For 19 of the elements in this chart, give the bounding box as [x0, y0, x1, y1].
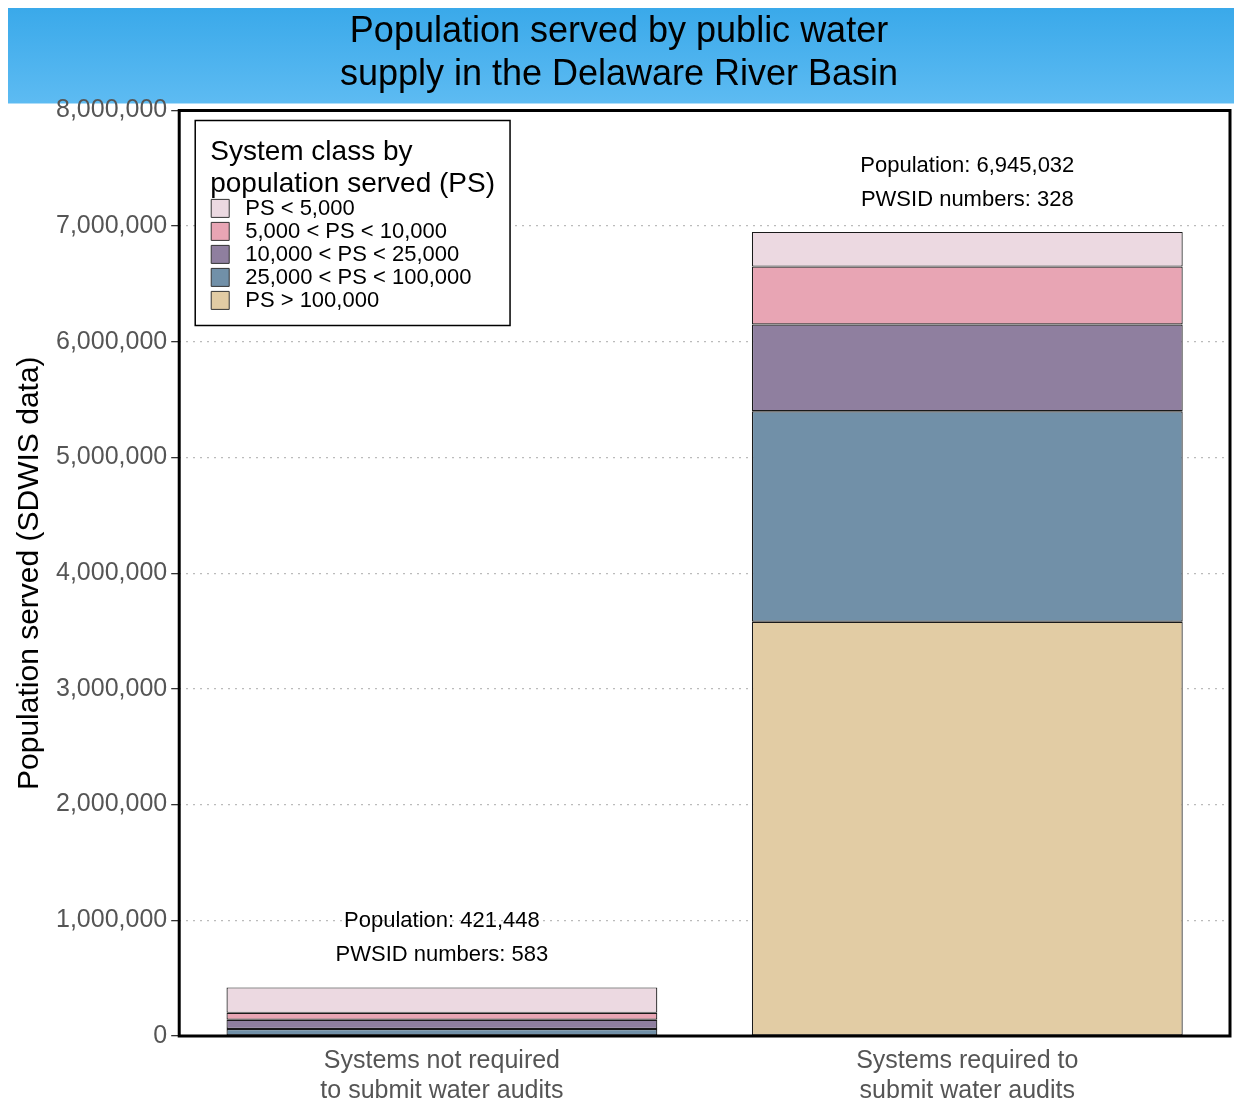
annotation: Population: 6,945,032 PWSID numbers: 328	[860, 152, 1075, 212]
chart-title: Population served by public water supply in the Delaware River Basin	[339, 8, 899, 93]
y-tick-label: 7,000,000	[56, 209, 168, 238]
legend-label: 25,000 < PS < 100,000	[245, 264, 472, 290]
annotation: Population: 421,448 PWSID numbers: 583	[335, 907, 549, 967]
y-tick-label: 4,000,000	[56, 557, 168, 586]
y-tick-label: 0	[153, 1019, 168, 1048]
y-axis-title: Population served (SDWIS data)	[11, 356, 45, 790]
x-tick-label: Systems required to submit water audits	[856, 1044, 1079, 1103]
y-tick-label: 3,000,000	[56, 672, 168, 701]
legend-label: PS > 100,000	[245, 287, 380, 313]
legend-label: 5,000 < PS < 10,000	[245, 218, 448, 244]
y-tick-label: 8,000,000	[56, 94, 168, 123]
y-tick-label: 5,000,000	[56, 441, 168, 470]
legend-label: 10,000 < PS < 25,000	[245, 241, 460, 267]
y-tick-label: 6,000,000	[56, 325, 168, 354]
y-tick-label: 2,000,000	[56, 788, 168, 817]
y-tick-label: 1,000,000	[56, 904, 168, 933]
x-tick-label: Systems not required to submit water audits	[320, 1044, 564, 1103]
